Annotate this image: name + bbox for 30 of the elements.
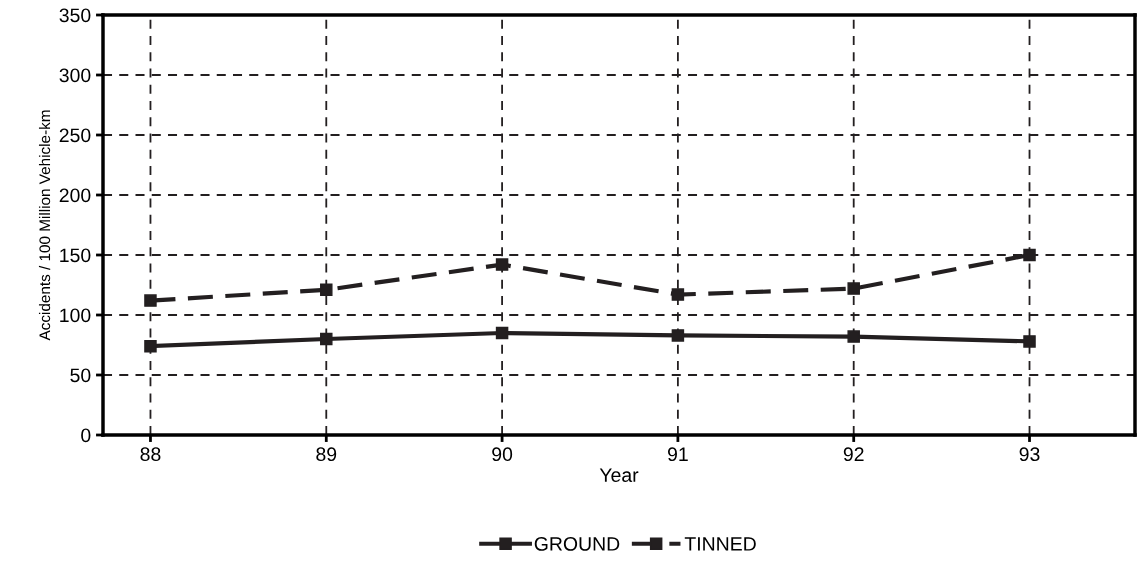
y-tick-label: 50: [70, 368, 91, 383]
legend-label: GROUND: [534, 537, 620, 551]
point: [144, 294, 157, 307]
x-tick-label: 90: [492, 447, 513, 462]
point: [671, 329, 685, 342]
point: [144, 339, 157, 353]
y-tick-label: 0: [81, 428, 91, 443]
x-tick-label: 89: [316, 447, 337, 462]
point: [495, 326, 509, 340]
x-tick-label: 91: [667, 447, 688, 462]
legend-label: TINNED: [684, 537, 756, 551]
y-tick-label: 200: [59, 188, 91, 203]
y-tick-label: 300: [59, 68, 91, 83]
point: [1023, 248, 1036, 262]
point: [495, 258, 509, 271]
x-tick-label: 93: [1019, 447, 1040, 462]
point: [847, 282, 860, 295]
point: [320, 283, 333, 297]
y-tick-label: 350: [59, 8, 91, 23]
x-axis-title: Year: [599, 468, 639, 482]
point: [320, 332, 333, 346]
x-tick-label: 92: [843, 447, 864, 462]
x-tick-label: 88: [140, 447, 161, 462]
point: [1023, 335, 1036, 348]
y-tick-label: 150: [60, 248, 91, 263]
y-tick-label: 250: [59, 128, 91, 143]
y-tick-label: 100: [60, 308, 91, 323]
y-axis-title: Accidents / 100 Million Vehicle-km: [38, 110, 51, 341]
point: [847, 330, 860, 343]
point: [671, 288, 685, 301]
